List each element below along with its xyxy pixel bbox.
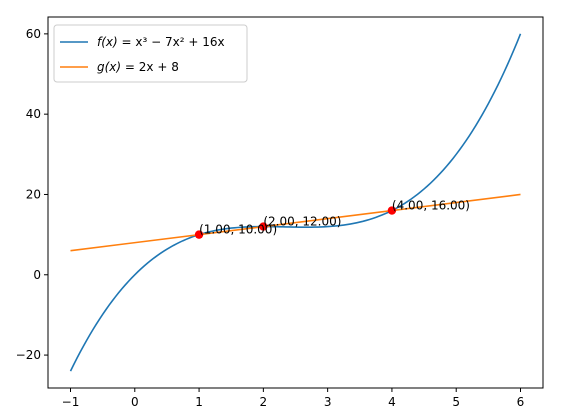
series-line-f xyxy=(69,33,522,372)
intersection-point xyxy=(387,206,397,215)
x-tick-label: 5 xyxy=(452,395,460,409)
point-label: (2.00, 12.00) xyxy=(263,215,341,229)
point-annotations: (1.00, 10.00)(2.00, 12.00) (4.00, 16.00) xyxy=(199,199,470,237)
x-tick-label: 2 xyxy=(260,395,268,409)
legend-label-f: f(x) = x³ − 7x² + 16x xyxy=(97,35,225,49)
x-tick-label: −1 xyxy=(62,395,80,409)
y-tick-label: −20 xyxy=(16,348,41,362)
series-lines xyxy=(69,33,522,372)
series-line-g xyxy=(70,193,521,252)
plot-frame xyxy=(47,16,544,389)
intersection-points xyxy=(194,206,397,239)
x-tick-label: 0 xyxy=(131,395,139,409)
legend: f(x) = x³ − 7x² + 16x g(x) = 2x + 8 xyxy=(53,24,248,83)
x-tick-label: 3 xyxy=(324,395,332,409)
y-tick-label: 60 xyxy=(26,27,41,41)
x-tick-label: 1 xyxy=(195,395,203,409)
y-tick-label: 40 xyxy=(26,107,41,121)
point-label: (1.00, 10.00) xyxy=(199,223,277,237)
axis-ticks: −1 0 1 2 3 4 5 6 −20 0 20 40 60 xyxy=(16,27,525,409)
intersection-point xyxy=(259,222,268,231)
y-tick-label: 0 xyxy=(33,268,41,282)
x-tick-label: 4 xyxy=(388,395,396,409)
intersection-point xyxy=(194,230,204,239)
y-tick-label: 20 xyxy=(26,187,41,201)
point-label: (4.00, 16.00) xyxy=(392,199,470,213)
legend-label-g: g(x) = 2x + 8 xyxy=(97,60,179,74)
x-tick-label: 6 xyxy=(517,395,525,409)
legend-box xyxy=(53,24,248,83)
